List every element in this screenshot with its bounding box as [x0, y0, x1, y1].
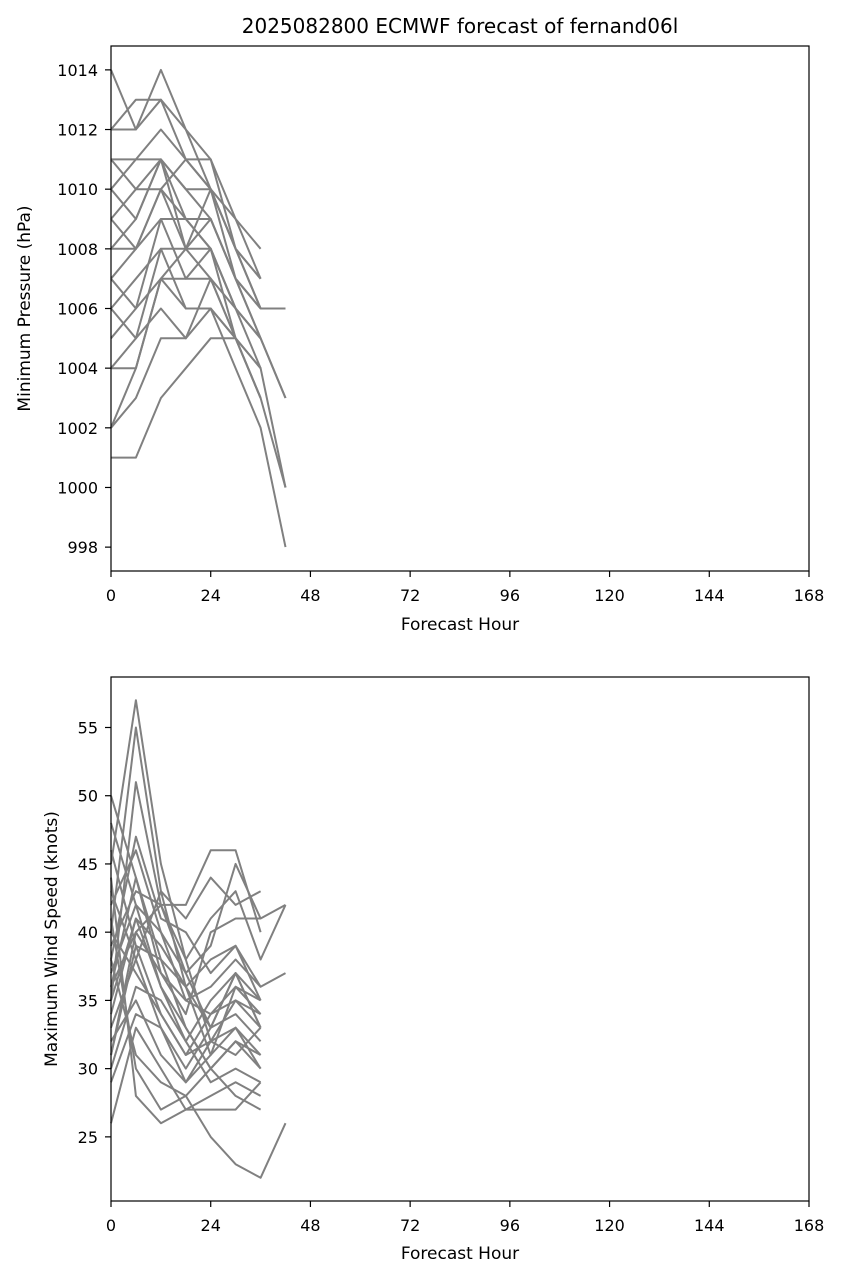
pressure-x-tick-label: 168 — [794, 586, 825, 605]
wind-x-tick-label: 0 — [106, 1216, 116, 1235]
pressure-member-line-16 — [110, 247, 262, 339]
chart-title: 2025082800 ECMWF forecast of fernand06l — [242, 14, 679, 38]
wind-member-line-15 — [110, 1013, 262, 1083]
wind-plot-frame — [110, 676, 810, 1202]
pressure-x-tick-label: 72 — [400, 586, 420, 605]
pressure-x-tick-label: 120 — [594, 586, 625, 605]
wind-x-axis-label: Forecast Hour — [401, 1244, 519, 1264]
pressure-x-axis-label: Forecast Hour — [401, 615, 519, 635]
pressure-member-line-21 — [110, 188, 287, 429]
wind-x-tick-label: 144 — [694, 1216, 725, 1235]
pressure-member-line-8 — [110, 158, 262, 280]
pressure-y-tick-label: 1014 — [57, 61, 98, 80]
wind-x-tick-label: 72 — [400, 1216, 420, 1235]
wind-y-tick-label: 50 — [78, 787, 98, 806]
pressure-y-tick-label: 1000 — [57, 478, 98, 497]
wind-y-axis-label: Maximum Wind Speed (knots) — [42, 811, 62, 1067]
wind-y-tick-label: 55 — [78, 718, 98, 737]
pressure-y-tick-label: 1004 — [57, 359, 98, 378]
wind-y-tick-label: 40 — [78, 923, 98, 942]
wind-x-tick-label: 168 — [794, 1216, 825, 1235]
wind-member-line-25 — [110, 917, 262, 1070]
pressure-series-layer — [110, 68, 287, 548]
wind-member-line-13 — [110, 931, 286, 1056]
pressure-y-axis-label: Minimum Pressure (hPa) — [15, 205, 35, 411]
wind-member-line-20 — [110, 959, 287, 1179]
wind-x-ticks: 0 24 48 72 96 120 144 168 — [106, 1201, 824, 1235]
wind-y-tick-label: 35 — [78, 991, 98, 1010]
wind-x-tick-label: 48 — [300, 1216, 320, 1235]
wind-member-line-11 — [110, 862, 286, 975]
pressure-chart: 2025082800 ECMWF forecast of fernand06l … — [15, 14, 824, 635]
pressure-x-tick-label: 0 — [106, 586, 116, 605]
wind-member-line-26 — [110, 944, 262, 1056]
wind-x-tick-label: 120 — [594, 1216, 625, 1235]
wind-y-tick-label: 45 — [78, 855, 98, 874]
pressure-y-tick-label: 1002 — [57, 419, 98, 438]
wind-member-line-22 — [110, 876, 261, 1016]
pressure-member-line-19 — [110, 307, 287, 548]
wind-chart: 0 24 48 72 96 120 144 168 25 30 35 40 45 50 55 Foreca… — [42, 676, 824, 1264]
wind-y-tick-label: 25 — [78, 1128, 98, 1147]
pressure-member-line-18 — [110, 277, 237, 369]
pressure-y-tick-label: 1006 — [57, 300, 98, 319]
pressure-x-tick-label: 96 — [500, 586, 520, 605]
wind-member-line-19 — [110, 877, 262, 1125]
pressure-x-tick-label: 144 — [694, 586, 725, 605]
pressure-y-ticks: 998 1000 1002 1004 1006 1008 1010 1012 1014 — [57, 61, 111, 557]
pressure-member-line-3 — [111, 68, 262, 280]
wind-member-line-23 — [110, 890, 262, 1084]
pressure-y-tick-label: 998 — [67, 538, 98, 557]
wind-x-tick-label: 24 — [201, 1216, 221, 1235]
pressure-x-ticks: 0 24 48 72 96 120 144 168 — [106, 571, 824, 605]
pressure-y-tick-label: 1008 — [57, 240, 98, 259]
wind-y-ticks: 25 30 35 40 45 50 55 — [78, 718, 111, 1147]
wind-x-tick-label: 96 — [500, 1216, 520, 1235]
pressure-x-tick-label: 24 — [201, 586, 221, 605]
pressure-y-tick-label: 1012 — [57, 121, 98, 140]
wind-y-tick-label: 30 — [78, 1060, 98, 1079]
wind-series-layer — [110, 699, 287, 1179]
pressure-member-line-20 — [111, 337, 287, 488]
pressure-x-tick-label: 48 — [300, 586, 320, 605]
pressure-y-tick-label: 1010 — [57, 180, 98, 199]
